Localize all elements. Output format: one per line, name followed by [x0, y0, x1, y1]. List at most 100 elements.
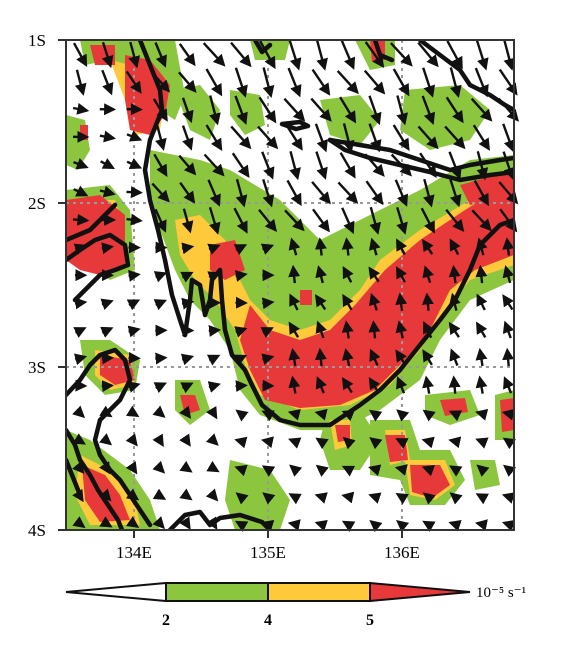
- wind-arrow: [153, 271, 168, 283]
- wind-arrow: [394, 464, 408, 476]
- wind-arrow: [315, 320, 327, 339]
- wind-arrow: [368, 266, 381, 283]
- wind-arrow: [152, 488, 167, 500]
- wind-arrow: [314, 492, 328, 504]
- wind-arrow: [235, 409, 249, 422]
- wind-arrow: [501, 492, 516, 504]
- wind-arrow: [151, 71, 171, 93]
- wind-arrow: [448, 264, 461, 284]
- wind-arrow: [341, 347, 354, 367]
- wind-arrow: [421, 95, 436, 125]
- wind-arrow: [234, 520, 249, 532]
- wind-vectors: [72, 39, 519, 533]
- wind-arrow: [286, 179, 302, 207]
- wind-arrow: [449, 292, 461, 311]
- wind-arrow: [126, 158, 143, 170]
- lat-label-2s: 2S: [28, 194, 46, 213]
- wind-arrow: [261, 519, 275, 532]
- wind-arrow: [262, 492, 276, 505]
- wind-arrow: [99, 516, 113, 528]
- wind-arrow: [178, 71, 197, 93]
- colorbar-label-4: 4: [264, 612, 272, 629]
- wind-arrow: [152, 98, 168, 122]
- wind-arrow: [422, 520, 436, 533]
- wind-arrow: [423, 321, 434, 339]
- wind-arrow: [417, 125, 439, 150]
- wind-arrow: [101, 69, 114, 96]
- wind-arrow: [99, 185, 116, 198]
- wind-arrow: [395, 493, 409, 505]
- wind-arrow: [151, 182, 170, 203]
- wind-arrow: [448, 519, 462, 532]
- wind-arrow: [339, 96, 357, 124]
- wind-arrow: [181, 125, 194, 151]
- wind-arrow: [209, 95, 221, 126]
- wind-arrow: [396, 409, 410, 422]
- colorbar-label-2: 2: [162, 612, 170, 629]
- wind-arrow: [475, 264, 488, 284]
- wind-arrow: [315, 437, 329, 450]
- wind-arrow: [368, 376, 381, 394]
- wind-arrow: [395, 292, 408, 311]
- wind-arrow: [288, 39, 302, 71]
- wind-arrow: [261, 353, 275, 366]
- lat-label-3s: 3S: [28, 358, 46, 377]
- wind-arrow: [448, 375, 461, 394]
- wind-arrow: [289, 293, 301, 311]
- wind-arrow: [396, 206, 408, 235]
- wind-arrow: [101, 41, 114, 69]
- wind-arrow: [152, 516, 165, 530]
- wind-arrow: [394, 179, 409, 207]
- wind-arrow: [283, 97, 306, 122]
- wind-arrow: [181, 297, 195, 310]
- wind-arrow: [125, 70, 142, 94]
- wind-arrow: [288, 321, 300, 338]
- wind-arrow: [202, 42, 226, 67]
- wind-arrow: [101, 242, 115, 255]
- wind-arrow: [422, 178, 435, 208]
- wind-arrow: [446, 40, 463, 70]
- wind-arrow: [205, 516, 218, 530]
- wind-arrow: [448, 410, 463, 422]
- wind-arrow: [233, 207, 248, 234]
- wind-arrow: [449, 465, 463, 477]
- wind-arrow: [126, 130, 143, 142]
- wind-arrow: [180, 271, 194, 283]
- wind-arrow: [180, 382, 194, 394]
- wind-arrow: [502, 237, 515, 256]
- wind-arrow: [154, 42, 167, 68]
- wind-arrow: [444, 125, 466, 150]
- wind-arrow: [502, 123, 516, 153]
- wind-arrow: [289, 150, 301, 181]
- wind-arrow: [125, 433, 138, 447]
- wind-arrow: [421, 436, 435, 449]
- wind-arrow: [502, 437, 517, 450]
- wind-arrow: [100, 298, 114, 311]
- wind-arrow: [422, 409, 436, 422]
- wind-arrow: [73, 185, 89, 197]
- wind-arrow: [448, 151, 462, 180]
- wind-arrow: [261, 410, 275, 422]
- wind-arrow: [422, 375, 434, 394]
- wind-arrow: [364, 41, 385, 69]
- wind-arrow: [476, 293, 488, 311]
- wind-arrow: [260, 436, 274, 449]
- wind-arrow: [341, 409, 355, 422]
- wind-arrow: [153, 299, 167, 311]
- wind-arrow: [288, 237, 301, 256]
- wind-arrow: [205, 124, 223, 151]
- wind-arrow: [502, 265, 515, 284]
- wind-arrow: [98, 461, 111, 475]
- wind-arrow: [395, 320, 408, 339]
- wind-arrow: [421, 292, 434, 311]
- wind-arrow: [288, 493, 302, 505]
- wind-arrow: [72, 433, 86, 445]
- wind-arrow: [261, 297, 275, 310]
- wind-arrow: [180, 353, 195, 366]
- colorbar-segment-red: [369, 581, 471, 603]
- wind-arrow: [205, 488, 219, 502]
- wind-arrow: [203, 153, 225, 177]
- wind-arrow: [179, 488, 193, 501]
- wind-arrow: [74, 297, 88, 310]
